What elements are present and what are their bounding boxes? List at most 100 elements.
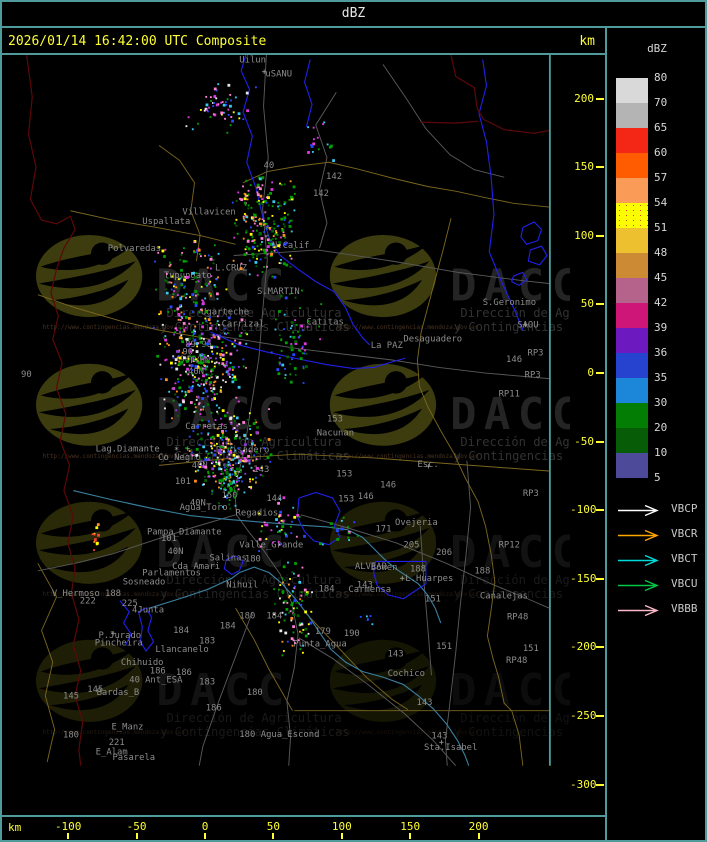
- echo-dot: [261, 271, 264, 273]
- echo-dot: [258, 550, 261, 553]
- echo-dot: [173, 309, 176, 312]
- echo-dot: [219, 481, 222, 483]
- echo-dot: [176, 356, 179, 359]
- echo-dot: [262, 248, 266, 252]
- x-tick-mark: [204, 833, 206, 839]
- echo-dot: [224, 365, 227, 368]
- echo-dot: [230, 446, 233, 449]
- echo-dot: [235, 467, 239, 471]
- echo-dot: [207, 373, 210, 376]
- echo-dot: [203, 355, 207, 359]
- x-axis: km -100 -50 0 50 100 150 200: [0, 817, 605, 840]
- echo-dot: [216, 427, 219, 430]
- echo-dot: [183, 356, 186, 360]
- echo-dot: [176, 307, 180, 311]
- echo-dot: [178, 403, 182, 407]
- echo-dot: [210, 337, 213, 339]
- watermark-url: http://www.contingencias.mendoza.gov.ar: [336, 729, 478, 736]
- echo-dot: [245, 458, 248, 461]
- echo-dot: [273, 588, 276, 591]
- echo-dot: [225, 360, 228, 363]
- watermark-line2: y Contingencias Climáticas: [160, 725, 350, 739]
- echo-dot: [171, 275, 174, 278]
- y-tick-mark: [596, 234, 604, 237]
- echo-dot: [248, 486, 251, 488]
- echo-dot: [284, 600, 288, 604]
- echo-dot: [224, 101, 227, 104]
- echo-dot: [240, 332, 243, 334]
- echo-dot: [210, 441, 212, 444]
- map-label: 184: [319, 584, 335, 594]
- map-label: 153: [336, 470, 352, 480]
- echo-dot: [201, 309, 204, 312]
- echo-dot: [193, 403, 196, 406]
- echo-dot: [285, 607, 289, 611]
- echo-dot: [197, 365, 200, 368]
- echo-dot: [210, 390, 213, 392]
- echo-dot: [215, 345, 218, 348]
- echo-dot: [211, 391, 214, 394]
- echo-dot: [224, 446, 227, 448]
- watermark-url: http://www.contingencias.mendoza.gov.ar: [43, 729, 185, 736]
- echo-dot: [192, 377, 195, 380]
- echo-dot: [178, 356, 182, 360]
- map-marker: +: [185, 443, 190, 453]
- echo-dot: [200, 437, 203, 441]
- echo-dot: [336, 538, 340, 541]
- echo-dot: [175, 390, 178, 393]
- echo-dot: [165, 291, 169, 295]
- echo-dot: [303, 588, 307, 592]
- lake-outline: [138, 607, 155, 652]
- echo-dot: [226, 369, 230, 373]
- echo-dot: [232, 111, 235, 114]
- echo-dot: [280, 339, 283, 342]
- x-tick-mark: [272, 833, 275, 839]
- echo-dot: [173, 290, 175, 293]
- echo-dot: [301, 599, 304, 602]
- echo-dot: [227, 475, 230, 478]
- echo-dot: [274, 318, 277, 321]
- echo-dot: [239, 452, 242, 455]
- echo-dot: [212, 475, 215, 478]
- echo-dot: [229, 124, 232, 127]
- echo-dot: [226, 465, 229, 468]
- echo-dot: [278, 515, 281, 518]
- echo-dot: [210, 374, 212, 377]
- echo-dot: [254, 481, 257, 484]
- echo-dot: [204, 465, 208, 469]
- echo-dot: [215, 89, 218, 92]
- echo-dot: [198, 384, 201, 387]
- echo-dot: [183, 363, 186, 366]
- echo-dot: [223, 463, 226, 467]
- echo-dot: [270, 529, 273, 532]
- echo-dot: [240, 318, 244, 322]
- echo-dot: [256, 191, 259, 194]
- echo-dot: [303, 342, 307, 346]
- echo-dot: [214, 480, 217, 483]
- echo-dot: [210, 462, 213, 465]
- echo-dot: [245, 91, 249, 95]
- echo-dot: [269, 460, 272, 463]
- echo-dot: [246, 437, 249, 440]
- echo-dot: [220, 470, 223, 473]
- echo-dot: [238, 476, 241, 479]
- echo-dot: [278, 588, 280, 591]
- echo-dot: [222, 442, 225, 445]
- echo-dot: [236, 430, 239, 432]
- echo-dot: [290, 321, 294, 324]
- echo-dot: [273, 613, 276, 616]
- echo-dot: [245, 220, 247, 223]
- y-tick-label: -50: [574, 434, 594, 448]
- echo-dot: [305, 352, 308, 355]
- watermark-line1: Dirección de Agricultura: [460, 711, 570, 725]
- echo-dot: [242, 215, 245, 218]
- province-border: [26, 55, 84, 766]
- echo-dot: [288, 225, 292, 228]
- echo-dot: [177, 355, 180, 358]
- echo-dot: [329, 522, 333, 525]
- echo-dot: [221, 362, 225, 366]
- river-line: [304, 59, 313, 127]
- river-line: [210, 331, 406, 369]
- echo-dot: [281, 363, 285, 367]
